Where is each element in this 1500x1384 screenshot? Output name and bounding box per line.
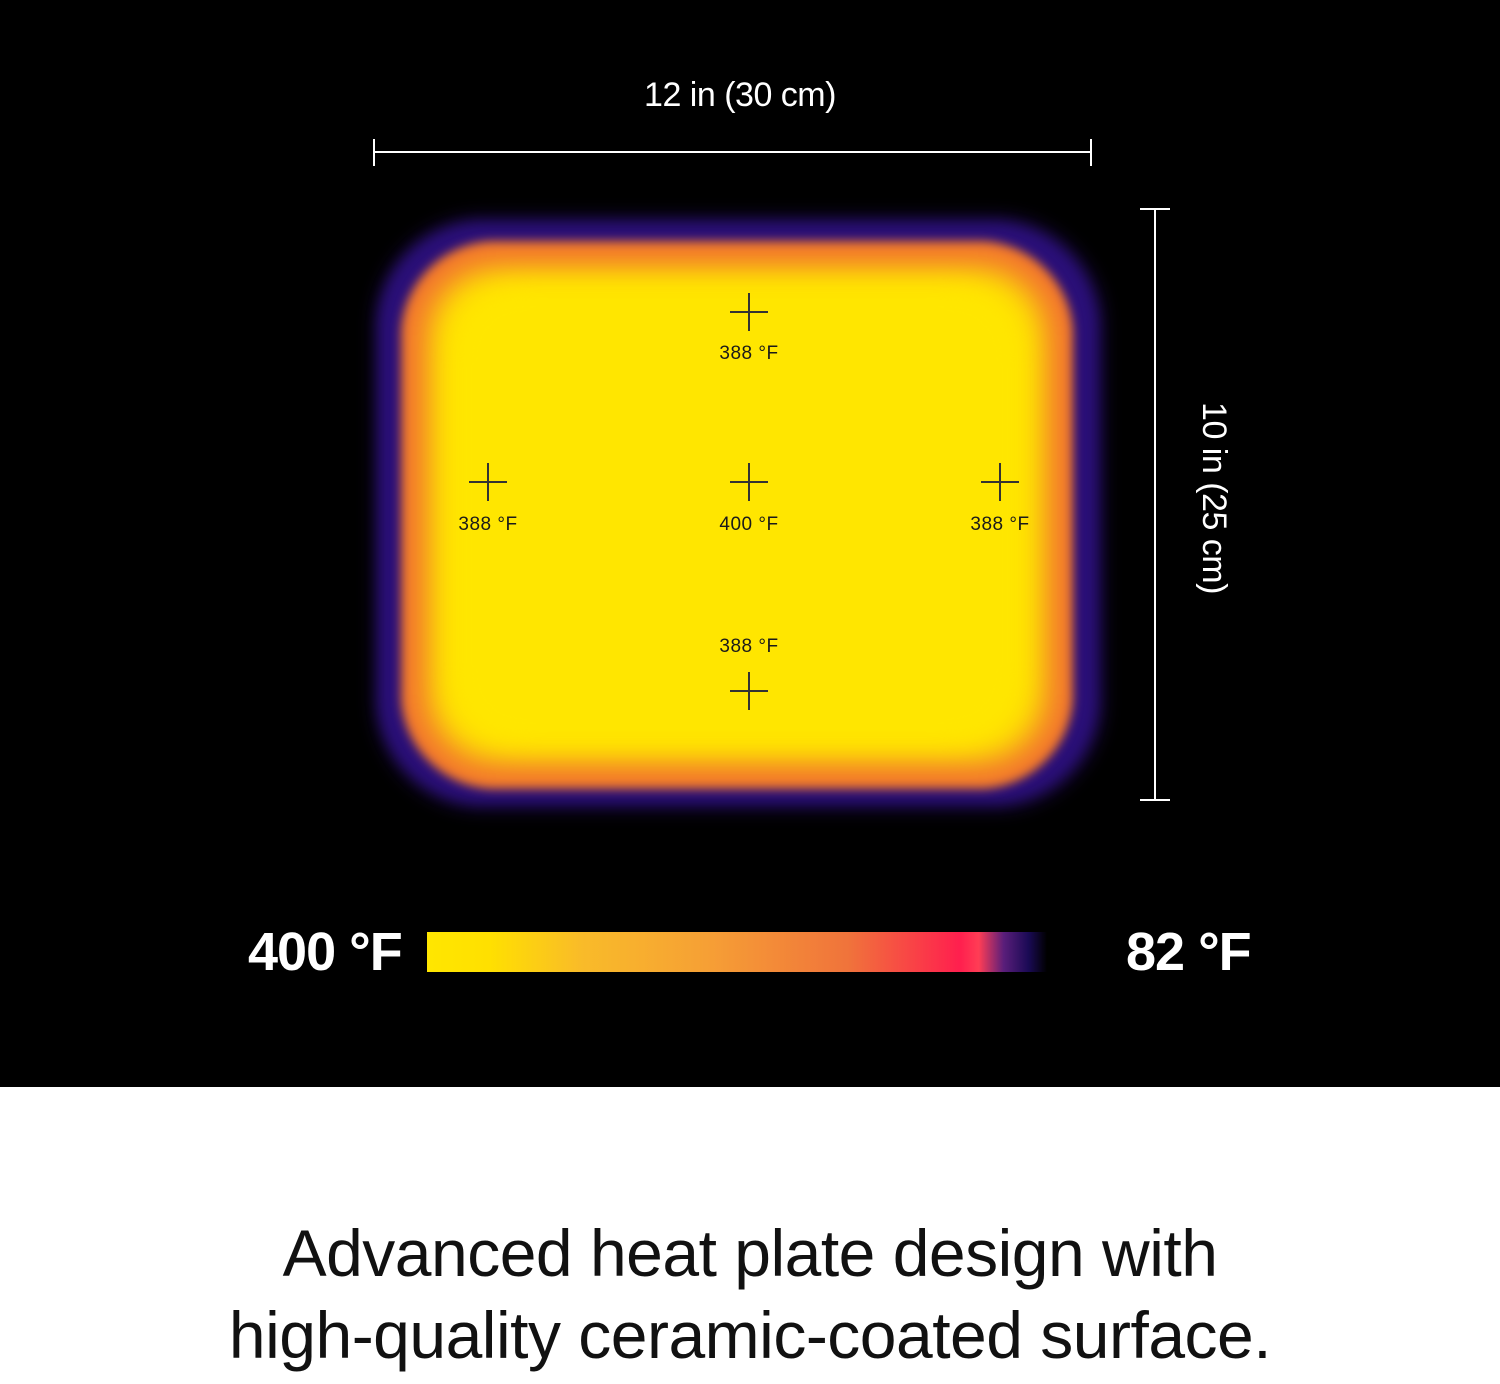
temp-reading-right: 388 °F — [970, 514, 1030, 535]
temp-reading-left: 388 °F — [458, 514, 518, 535]
legend-min-label: 82 °F — [1126, 922, 1252, 982]
temp-reading-top: 388 °F — [719, 343, 779, 364]
temp-point-bottom: 388 °F — [689, 636, 809, 716]
plate-core — [451, 285, 1023, 745]
caption: Advanced heat plate design with high-qua… — [40, 1212, 1460, 1376]
temp-point-top: 388 °F — [689, 292, 809, 372]
temp-reading-center: 400 °F — [719, 514, 779, 535]
crosshair-icon — [748, 293, 750, 331]
crosshair-icon — [748, 672, 750, 710]
width-dimension-line — [374, 151, 1092, 153]
height-dimension-top-cap — [1140, 208, 1170, 210]
crosshair-icon — [748, 463, 750, 501]
width-dimension-label: 12 in (30 cm) — [644, 76, 836, 114]
legend-max-label: 400 °F — [248, 922, 403, 982]
thermal-diagram: 12 in (30 cm) 10 in (25 cm) 388 °F 388 °… — [0, 0, 1500, 1087]
width-dimension-right-cap — [1090, 139, 1092, 166]
caption-line-2: high-quality ceramic-coated surface. — [228, 1298, 1272, 1372]
heat-plate — [365, 205, 1115, 815]
height-dimension-label: 10 in (25 cm) — [1195, 402, 1233, 594]
temp-reading-bottom: 388 °F — [719, 636, 779, 657]
caption-line-1: Advanced heat plate design with — [282, 1216, 1218, 1290]
height-dimension-line — [1154, 209, 1156, 800]
temp-point-center: 400 °F — [689, 462, 809, 542]
height-dimension-bottom-cap — [1140, 799, 1170, 801]
crosshair-icon — [999, 463, 1001, 501]
width-dimension-left-cap — [373, 139, 375, 166]
temperature-legend-bar — [427, 932, 1047, 972]
temp-point-left: 388 °F — [428, 462, 548, 542]
temp-point-right: 388 °F — [940, 462, 1060, 542]
crosshair-icon — [487, 463, 489, 501]
